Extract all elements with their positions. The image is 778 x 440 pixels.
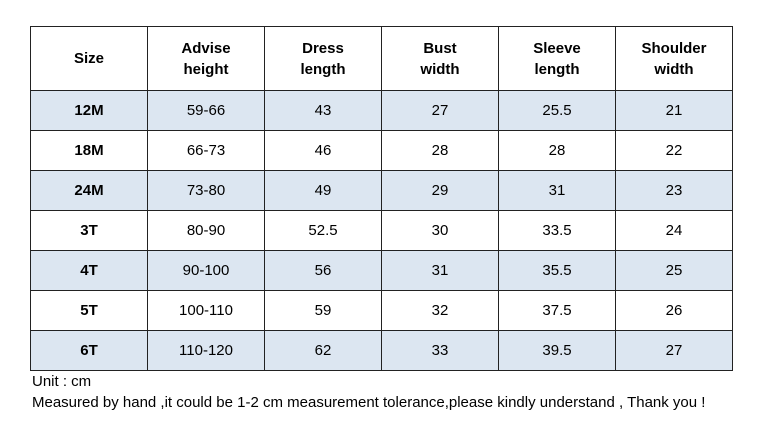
value-cell: 39.5	[498, 330, 616, 371]
header-text: height	[183, 60, 229, 78]
header-cell: Sleeve length	[498, 26, 616, 91]
value-cell: 43	[264, 90, 382, 131]
value-cell: 29	[381, 170, 499, 211]
size-cell: 6T	[30, 330, 148, 371]
value-cell: 49	[264, 170, 382, 211]
table-row: 24M 73-80 49 29 31 23	[30, 170, 733, 211]
table-row: 12M 59-66 43 27 25.5 21	[30, 90, 733, 131]
header-row: Size Advise height Dress length Bust width Slee…	[30, 26, 733, 91]
table-row: 5T 100-110 59 32 37.5 26	[30, 290, 733, 331]
header-cell: Dress length	[264, 26, 382, 91]
value-cell: 100-110	[147, 290, 265, 331]
header-text: Size	[73, 50, 104, 67]
value-cell: 33	[381, 330, 499, 371]
value-cell: 33.5	[498, 210, 616, 251]
table-row: 3T 80-90 52.5 30 33.5 24	[30, 210, 733, 251]
value-cell: 46	[264, 130, 382, 171]
size-cell: 4T	[30, 250, 148, 291]
value-cell: 27	[381, 90, 499, 131]
value-cell: 31	[498, 170, 616, 211]
value-cell: 21	[615, 90, 733, 131]
value-cell: 90-100	[147, 250, 265, 291]
header-cell: Size	[30, 26, 148, 91]
value-cell: 52.5	[264, 210, 382, 251]
value-cell: 28	[498, 130, 616, 171]
value-cell: 80-90	[147, 210, 265, 251]
header-text: Bust	[423, 39, 457, 57]
size-cell: 5T	[30, 290, 148, 331]
value-cell: 28	[381, 130, 499, 171]
size-cell: 24M	[30, 170, 148, 211]
value-cell: 59-66	[147, 90, 265, 131]
size-table: Size Advise height Dress length Bust width Slee…	[30, 26, 733, 371]
header-text: width	[654, 60, 694, 78]
tolerance-note: Measured by hand ,it could be 1-2 cm mea…	[32, 394, 706, 411]
value-cell: 62	[264, 330, 382, 371]
value-cell: 27	[615, 330, 733, 371]
header-text: Sleeve	[533, 39, 581, 57]
value-cell: 35.5	[498, 250, 616, 291]
header-text: Advise	[181, 39, 231, 57]
header-cell: Bust width	[381, 26, 499, 91]
value-cell: 73-80	[147, 170, 265, 211]
value-cell: 110-120	[147, 330, 265, 371]
value-cell: 31	[381, 250, 499, 291]
header-cell: Advise height	[147, 26, 265, 91]
value-cell: 25	[615, 250, 733, 291]
header-text: length	[534, 60, 580, 78]
value-cell: 26	[615, 290, 733, 331]
value-cell: 22	[615, 130, 733, 171]
size-cell: 18M	[30, 130, 148, 171]
size-cell: 3T	[30, 210, 148, 251]
unit-note: Unit : cm	[32, 373, 92, 390]
value-cell: 32	[381, 290, 499, 331]
value-cell: 66-73	[147, 130, 265, 171]
table-row: 4T 90-100 56 31 35.5 25	[30, 250, 733, 291]
value-cell: 37.5	[498, 290, 616, 331]
header-cell: Shoulder width	[615, 26, 733, 91]
header-text: Dress	[302, 39, 344, 57]
value-cell: 23	[615, 170, 733, 211]
value-cell: 25.5	[498, 90, 616, 131]
header-text: width	[420, 60, 460, 78]
header-text: Shoulder	[641, 39, 707, 57]
value-cell: 30	[381, 210, 499, 251]
table-row: 6T 110-120 62 33 39.5 27	[30, 330, 733, 371]
size-cell: 12M	[30, 90, 148, 131]
header-text: length	[300, 60, 346, 78]
value-cell: 59	[264, 290, 382, 331]
table-row: 18M 66-73 46 28 28 22	[30, 130, 733, 171]
value-cell: 56	[264, 250, 382, 291]
value-cell: 24	[615, 210, 733, 251]
